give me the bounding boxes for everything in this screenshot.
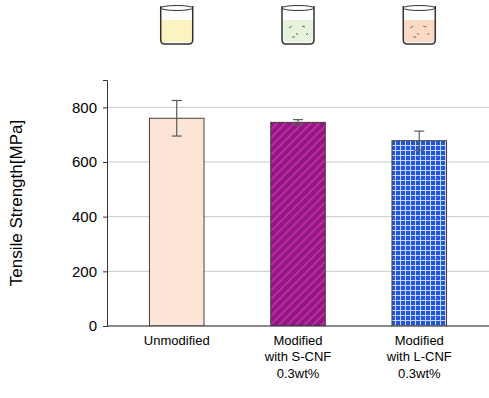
y-axis-title: Tensile Strength[MPa] [7, 120, 26, 286]
icons [161, 6, 436, 45]
y-tick-mark [103, 162, 107, 163]
y-tick-label: 0 [89, 317, 97, 334]
x-tick-label: Modifiedwith S-CNF 0.3wt% [264, 333, 332, 381]
bar [149, 118, 204, 326]
beaker-outline [161, 6, 193, 44]
y-tick: 0 [89, 317, 107, 334]
x-tick-label-line: 0.3wt% [398, 366, 441, 381]
x-tick-label-line: with S-CNF [264, 349, 332, 364]
x-tick-label-line: 0.3wt% [277, 366, 320, 381]
y-tick: 600 [72, 153, 107, 170]
error-stem [419, 131, 420, 150]
beaker-liquid [161, 20, 193, 42]
y-tick-label: 200 [72, 263, 97, 280]
beaker-fibers [410, 26, 429, 37]
x-axis-line [107, 326, 489, 327]
error-cap [414, 131, 424, 132]
beaker-icon [282, 6, 314, 45]
grid-line [107, 107, 489, 108]
y-tick: 800 [72, 99, 107, 116]
x-tick-label-line: Unmodified [144, 333, 210, 348]
y-axis-line [103, 81, 108, 327]
x-tick-label: Modifiedwith L-CNF 0.3wt% [386, 333, 452, 381]
beaker-rim [161, 6, 193, 11]
bar [271, 122, 326, 326]
beaker-icon [403, 6, 435, 45]
plot-area [149, 101, 446, 327]
y-tick-label: 400 [72, 208, 97, 225]
beaker-outline [403, 6, 435, 44]
error-bar [172, 101, 182, 137]
beaker-liquid [282, 20, 314, 42]
x-tick: Modifiedwith S-CNF 0.3wt% [264, 326, 332, 381]
error-cap [293, 124, 303, 125]
error-stem [297, 120, 298, 125]
beaker-outline [282, 6, 314, 44]
grid-line [107, 326, 489, 327]
chart: 0200400600800UnmodifiedModifiedwith S-CN… [0, 0, 489, 398]
error-cap [172, 100, 182, 101]
error-cap [172, 135, 182, 136]
x-tick: Modifiedwith L-CNF 0.3wt% [386, 326, 452, 381]
error-cap [414, 150, 424, 151]
y-tick-mark [103, 271, 107, 272]
y-tick-mark [103, 326, 107, 327]
beaker-rim [282, 6, 314, 11]
x-tick-label-line: with L-CNF [386, 349, 452, 364]
error-bar [414, 131, 424, 150]
error-bar [293, 120, 303, 125]
y-axis: 0 200 400 600 800 [72, 81, 108, 335]
x-tick-label-line: Modified [273, 333, 322, 348]
error-cap [293, 119, 303, 120]
grid [107, 107, 489, 326]
beaker-fibers [289, 26, 308, 37]
y-tick-mark [103, 217, 107, 218]
x-tick-label-line: Modified [395, 333, 444, 348]
beaker-icon [161, 6, 193, 45]
y-tick: 200 [72, 263, 107, 280]
x-tick-label: Unmodified [144, 333, 210, 348]
y-tick-label: 600 [72, 153, 97, 170]
x-axis: UnmodifiedModifiedwith S-CNF0.3wt%Modifi… [107, 326, 489, 381]
y-tick-mark [103, 107, 107, 108]
beaker-rim [403, 6, 435, 11]
y-tick: 400 [72, 208, 107, 225]
bar [392, 141, 447, 326]
y-tick-label: 800 [72, 99, 97, 116]
x-tick: Unmodified [144, 326, 210, 348]
beaker-liquid [403, 20, 435, 42]
error-stem [176, 101, 177, 137]
